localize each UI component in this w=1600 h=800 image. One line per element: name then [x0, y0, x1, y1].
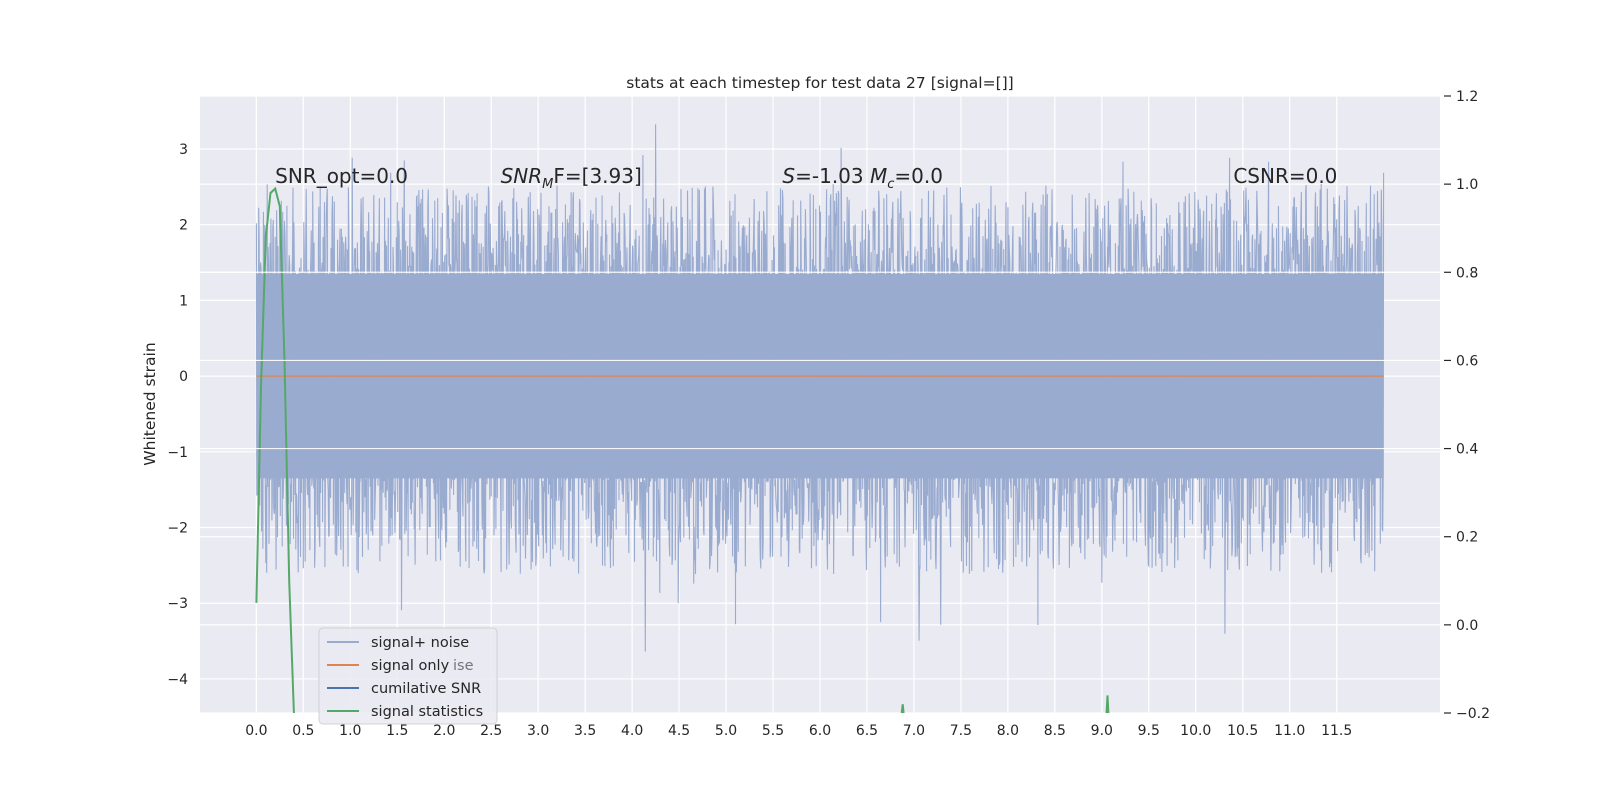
- legend-label: cumilative SNR: [371, 681, 481, 697]
- y-tick-label: 1: [179, 293, 188, 309]
- legend: signal+ noise signal only cumilative SNR si…: [318, 627, 498, 725]
- x-tick-label: 9.5: [1138, 723, 1160, 739]
- y-tick-label: −3: [167, 596, 188, 612]
- y-axis-label: Whitened strain: [141, 342, 159, 465]
- x-tick-label: 5.5: [762, 723, 784, 739]
- legend-label: signal only: [371, 658, 450, 674]
- legend-label: signal+ noise: [371, 635, 469, 651]
- series-line-signal-statistics: [255, 186, 295, 714]
- y-tick-label: 2: [179, 218, 188, 234]
- annotation: CSNR=0.0: [1233, 164, 1337, 188]
- annotation-base: SNR: [501, 164, 543, 188]
- y-tick-label: 0: [179, 369, 188, 385]
- x-tick-label: 4.5: [668, 723, 690, 739]
- x-tick-label: 4.0: [621, 723, 643, 739]
- y-tick-label: −2: [167, 521, 188, 537]
- annotation-subscript: M: [542, 177, 553, 192]
- annotation: SNRMF=[3.93]: [501, 164, 642, 192]
- y2-tick-label: 0.4: [1456, 442, 1478, 458]
- y2-axis: 1.2 1.0 0.8 0.6 0.4 0.2 0.0 −0.2: [1444, 89, 1490, 722]
- y2-tick-label: 0.2: [1456, 530, 1478, 546]
- y-axis: 3 2 1 0 −1 −2 −3 −4: [167, 142, 188, 688]
- y2-tick-label: 0.8: [1456, 265, 1478, 281]
- legend-box: [318, 627, 498, 725]
- legend-label: signal statistics: [371, 704, 483, 720]
- x-tick-label: 10.5: [1227, 723, 1258, 739]
- series-line-signal-statistics: [1105, 695, 1110, 714]
- x-tick-label: 2.5: [480, 723, 502, 739]
- x-tick-label: 6.5: [856, 723, 878, 739]
- annotation-rest: F=[3.93]: [553, 164, 641, 188]
- annotations: SNR_opt=0.0 SNRMF=[3.93] S=-1.03 Mc=0.0 CSN…: [275, 164, 1337, 192]
- x-tick-label: 9.0: [1091, 723, 1113, 739]
- x-tick-label: 8.0: [997, 723, 1019, 739]
- x-tick-label: 0.5: [292, 723, 314, 739]
- annotation-rest: =0.0: [894, 164, 943, 188]
- y-tick-label: 3: [179, 142, 188, 158]
- annotation: S=-1.03 Mc=0.0: [782, 164, 943, 192]
- x-axis: 0.0 0.5 1.0 1.5 2.0 2.5 3.0 3.5 4.0 4.5 5.0 5.5 6.0 6…: [245, 723, 1352, 739]
- chart-title: stats at each timestep for test data 27 …: [626, 74, 1013, 92]
- annotation-base2: M: [870, 164, 887, 188]
- y2-tick-label: 0.6: [1456, 353, 1478, 369]
- y2-tick-label: 0.0: [1456, 618, 1478, 634]
- x-tick-label: 1.5: [386, 723, 408, 739]
- x-tick-label: 6.0: [809, 723, 831, 739]
- series-layer: [200, 124, 1440, 714]
- y2-tick-label: 1.0: [1456, 177, 1478, 193]
- x-tick-label: 10.0: [1180, 723, 1211, 739]
- x-tick-label: 2.0: [433, 723, 455, 739]
- annotation-subscript: c: [887, 177, 894, 192]
- x-tick-label: 11.0: [1274, 723, 1305, 739]
- x-tick-label: 7.5: [950, 723, 972, 739]
- series-line-signal-statistics: [900, 704, 905, 714]
- annotation-base: S: [782, 164, 795, 188]
- y-tick-label: −4: [167, 672, 188, 688]
- y-tick-label: −1: [167, 445, 188, 461]
- y2-tick-label: −0.2: [1456, 706, 1490, 722]
- x-tick-label: 3.5: [574, 723, 596, 739]
- x-tick-label: 11.5: [1321, 723, 1352, 739]
- x-tick-label: 8.5: [1044, 723, 1066, 739]
- x-tick-label: 3.0: [527, 723, 549, 739]
- x-tick-label: 1.0: [339, 723, 361, 739]
- y2-tick-label: 1.2: [1456, 89, 1478, 105]
- annotation-mid: =-1.03: [795, 164, 870, 188]
- x-tick-label: 0.0: [245, 723, 267, 739]
- x-tick-label: 7.0: [903, 723, 925, 739]
- annotation: SNR_opt=0.0: [275, 164, 408, 188]
- x-tick-label: 5.0: [715, 723, 737, 739]
- legend-ghost-text: ise: [453, 658, 474, 674]
